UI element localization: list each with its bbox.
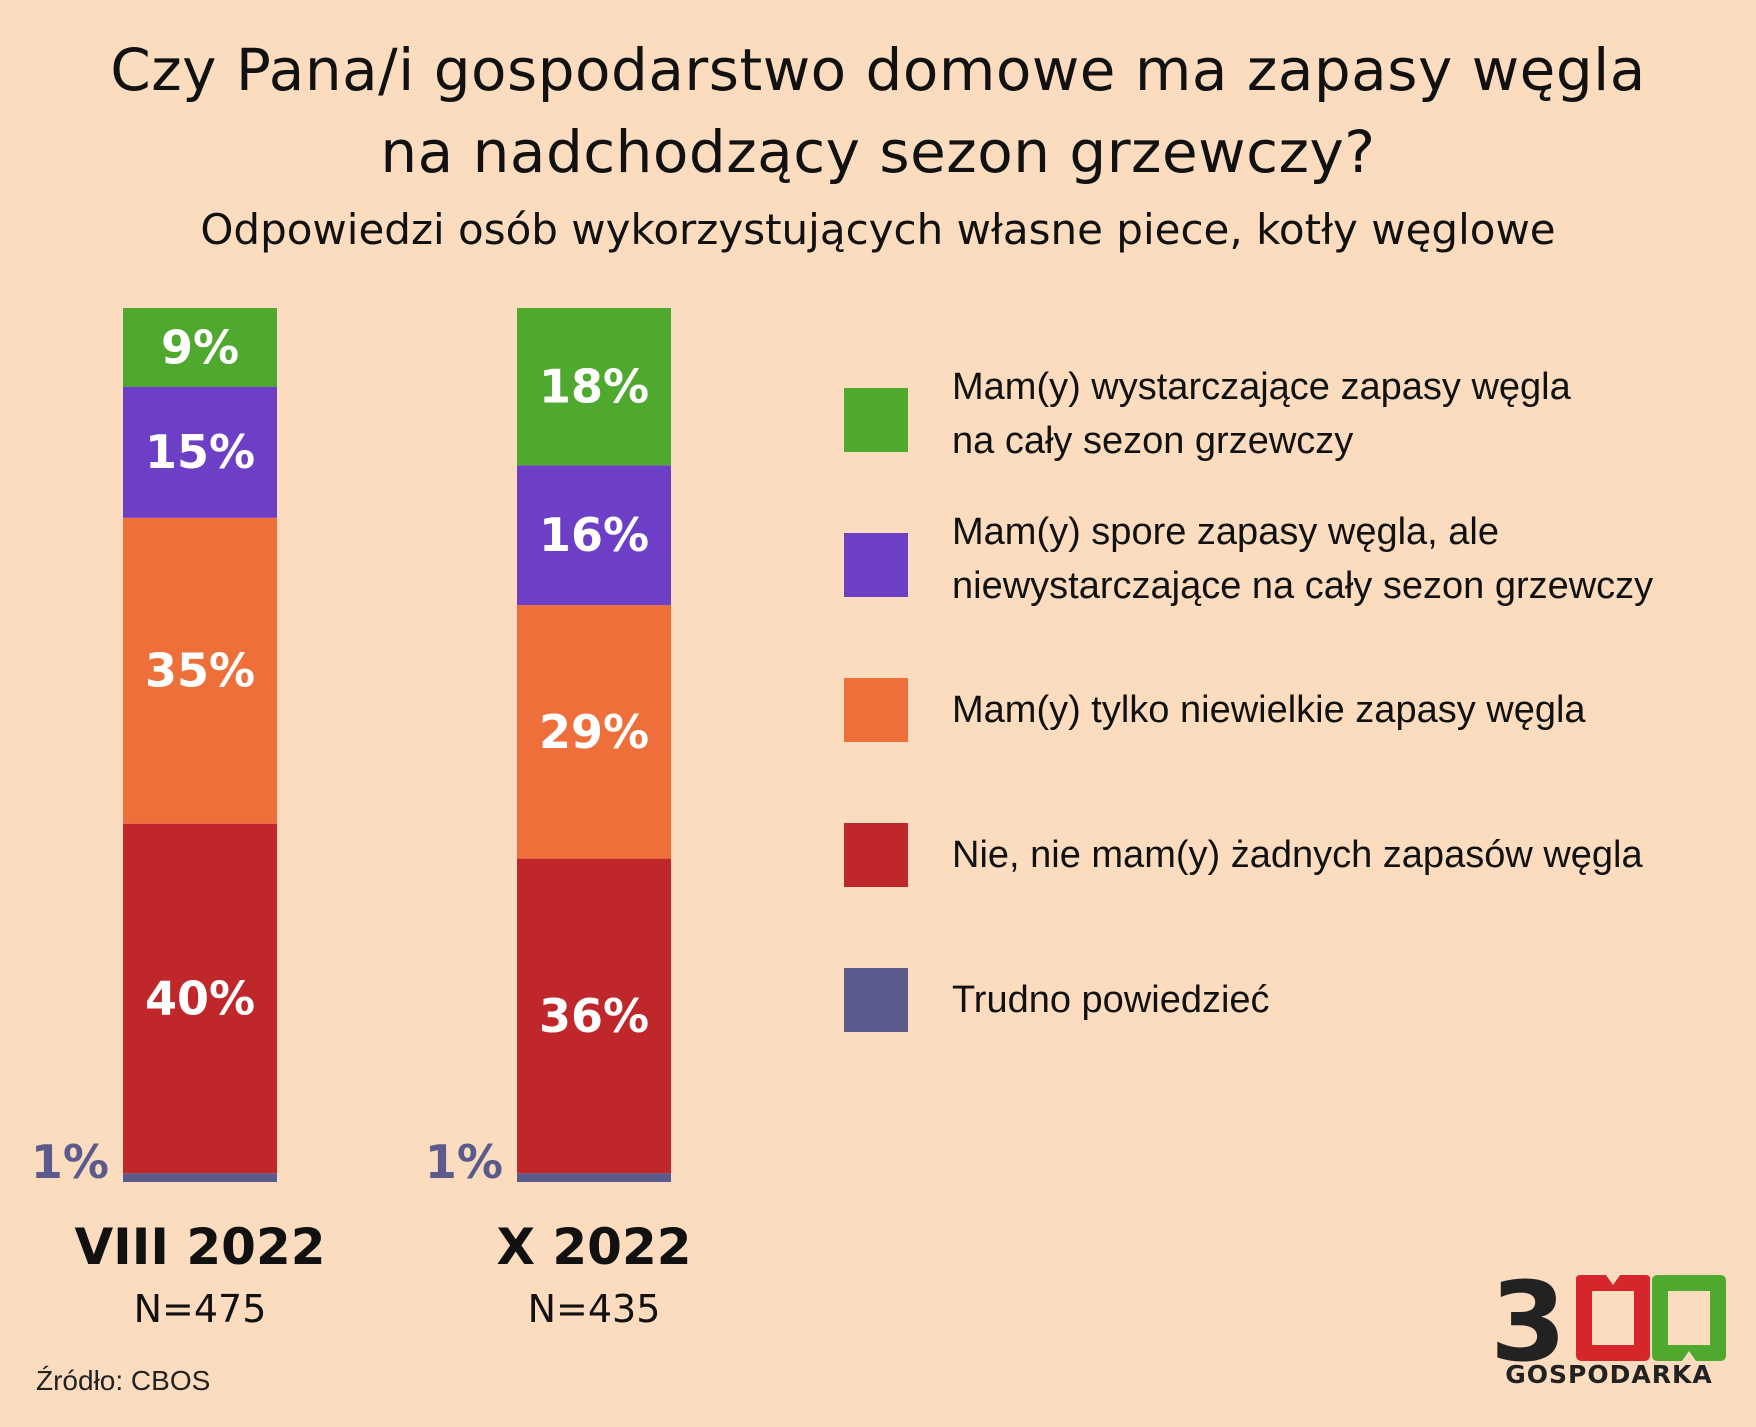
bar-segment	[123, 386, 277, 518]
legend-swatch	[844, 678, 908, 742]
legend-label: Trudno powiedzieć	[952, 973, 1722, 1027]
data-label: 29%	[539, 705, 649, 759]
sample-size-label: N=475	[134, 1287, 267, 1331]
bar-segment	[517, 858, 671, 1174]
legend-label-line: na cały sezon grzewczy	[952, 420, 1354, 462]
legend-swatch	[844, 823, 908, 887]
category-label: X 2022	[496, 1218, 691, 1276]
legend-label-line: Nie, nie mam(y) żadnych zapasów węgla	[952, 834, 1643, 876]
data-label: 16%	[539, 508, 649, 562]
legend-label: Mam(y) spore zapasy węgla, ale niewystarc…	[952, 505, 1722, 613]
source-note: Źródło: CBOS	[36, 1365, 211, 1396]
data-label: 18%	[539, 360, 649, 414]
legend-swatch	[844, 533, 908, 597]
legend-swatch	[844, 388, 908, 452]
bar-segment	[123, 823, 277, 1174]
legend-swatch	[844, 968, 908, 1032]
data-label: 36%	[539, 989, 649, 1043]
logo-digit-3: 3	[1490, 1265, 1567, 1386]
legend-label: Mam(y) wystarczające zapasy węgla na cały…	[952, 360, 1722, 468]
bar-segment	[517, 308, 671, 466]
sample-size-label: N=435	[528, 1287, 661, 1331]
data-label: 35%	[145, 644, 255, 698]
legend-label: Mam(y) tylko niewielkie zapasy węgla	[952, 683, 1722, 737]
legend-label-line: Trudno powiedzieć	[952, 979, 1270, 1021]
data-label: 40%	[145, 971, 255, 1025]
legend-label-line: Mam(y) spore zapasy węgla, ale	[952, 511, 1499, 553]
legend-label: Nie, nie mam(y) żadnych zapasów węgla	[952, 828, 1722, 882]
logo-300-icon: 3	[1490, 1265, 1726, 1386]
data-label: 9%	[161, 320, 239, 374]
data-label: 15%	[145, 425, 255, 479]
logo-red-zero-icon	[1576, 1275, 1650, 1361]
bar-segment	[123, 517, 277, 824]
legend-label-line: niewystarczające na cały sezon grzewczy	[952, 565, 1654, 607]
bar-segment	[123, 1173, 277, 1182]
data-label: 1%	[425, 1135, 503, 1189]
bar-segment	[123, 308, 277, 387]
bar-segment	[517, 465, 671, 606]
legend-label-line: Mam(y) wystarczające zapasy węgla	[952, 366, 1571, 408]
bar-segment	[517, 605, 671, 859]
logo-green-zero-icon	[1652, 1275, 1726, 1361]
bar-segment	[517, 1173, 671, 1182]
chart-subtitle: Odpowiedzi osób wykorzystujących własne …	[200, 205, 1556, 254]
category-label: VIII 2022	[74, 1218, 325, 1276]
data-label: 1%	[31, 1135, 109, 1189]
chart-title-line2: na nadchodzący sezon grzewczy?	[380, 118, 1376, 186]
logo-name: GOSPODARKA	[1505, 1360, 1713, 1389]
chart-title-line1: Czy Pana/i gospodarstwo domowe ma zapasy…	[110, 36, 1646, 104]
legend-label-line: Mam(y) tylko niewielkie zapasy węgla	[952, 689, 1586, 731]
